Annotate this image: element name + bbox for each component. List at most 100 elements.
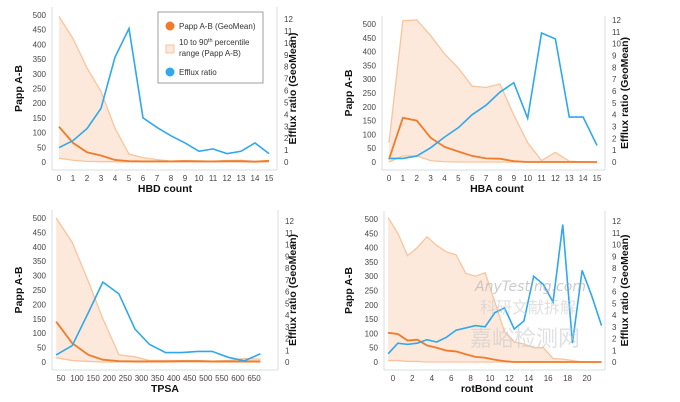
x-tick-label: 8 xyxy=(468,374,473,383)
x-tick-label: 4 xyxy=(442,174,447,183)
y2-tick-label: 0 xyxy=(612,158,617,167)
y-axis-title: Papp A-B xyxy=(13,266,25,313)
watermark-line1: 嘉峪检测网 xyxy=(470,327,580,352)
x-tick-label: 12 xyxy=(223,174,232,183)
x-tick-label: 7 xyxy=(484,174,489,183)
panel-4: 0501001502002503003504004505000123456789… xyxy=(343,211,631,395)
y-tick-label: 200 xyxy=(363,103,377,112)
x-tick-label: 14 xyxy=(579,174,588,183)
x-tick-label: 11 xyxy=(209,174,218,183)
x-tick-label: 350 xyxy=(151,374,165,383)
x-tick-label: 3 xyxy=(99,174,104,183)
y2-tick-label: 4 xyxy=(284,110,289,119)
y-tick-label: 100 xyxy=(363,130,377,139)
x-tick-label: 550 xyxy=(215,374,229,383)
x-tick-label: 4 xyxy=(430,374,435,383)
y2-tick-label: 8 xyxy=(285,264,290,273)
x-tick-label: 9 xyxy=(512,174,517,183)
y-tick-label: 50 xyxy=(37,143,46,152)
watermark-line3: AnyTesting.com xyxy=(474,279,586,295)
x-tick-label: 4 xyxy=(113,174,118,183)
y2-tick-label: 7 xyxy=(285,276,290,285)
x-tick-label: 8 xyxy=(169,174,174,183)
percentile-range-band xyxy=(59,16,269,162)
x-tick-label: 10 xyxy=(486,374,495,383)
x-tick-label: 15 xyxy=(265,174,274,183)
legend-geomean-label: Papp A-B (GeoMean) xyxy=(179,22,256,31)
x-tick-label: 8 xyxy=(498,174,503,183)
x-tick-label: 400 xyxy=(167,374,181,383)
y2-tick-label: 4 xyxy=(612,311,617,320)
y2-tick-label: 3 xyxy=(612,123,617,132)
x-tick-label: 13 xyxy=(565,174,574,183)
x-tick-label: 12 xyxy=(551,174,560,183)
legend-box xyxy=(157,11,264,84)
y-tick-label: 100 xyxy=(33,129,47,138)
y-tick-label: 300 xyxy=(33,70,47,79)
x-tick-label: 2 xyxy=(410,374,415,383)
y-tick-label: 450 xyxy=(33,26,47,35)
y-tick-label: 500 xyxy=(363,20,377,29)
x-tick-label: 5 xyxy=(456,174,461,183)
legend-range-marker xyxy=(165,44,175,54)
y2-tick-label: 5 xyxy=(284,98,289,107)
panel-2: 0501001502002503003504004505000123456789… xyxy=(343,16,631,195)
y-tick-label: 300 xyxy=(33,272,47,281)
y2-tick-label: 2 xyxy=(612,134,617,143)
y2-tick-label: 3 xyxy=(285,323,290,332)
y-tick-label: 150 xyxy=(33,315,47,324)
percentile-90-line xyxy=(387,217,602,363)
y2-tick-label: 0 xyxy=(612,358,617,367)
geomean-line xyxy=(388,116,597,163)
x-tick-label: 10 xyxy=(523,174,532,183)
efflux-ratio-line xyxy=(58,25,270,155)
x-tick-label: 1 xyxy=(71,174,76,183)
x-tick-label: 5 xyxy=(127,174,132,183)
y2-axis-title: Efflux ratio (GeoMean) xyxy=(619,234,631,346)
y-tick-label: 50 xyxy=(367,144,376,153)
y2-tick-label: 9 xyxy=(284,51,289,60)
y2-tick-label: 4 xyxy=(285,311,290,320)
y-tick-label: 400 xyxy=(365,244,379,253)
y-axis-title: Papp A-B xyxy=(343,267,355,314)
y-tick-label: 250 xyxy=(365,287,379,296)
y-tick-label: 100 xyxy=(33,329,47,338)
legend-range-label-line2: range (Papp A-B) xyxy=(179,49,241,58)
y2-tick-label: 12 xyxy=(285,217,294,226)
legend-efflux-label: Efflux ratio xyxy=(179,68,217,77)
geomean-line xyxy=(55,321,261,363)
x-axis-title: HBA count xyxy=(470,183,524,195)
y2-tick-label: 8 xyxy=(612,63,617,72)
x-tick-label: 9 xyxy=(183,174,188,183)
y-tick-label: 0 xyxy=(42,358,47,367)
y-tick-label: 0 xyxy=(374,358,379,367)
y-tick-label: 100 xyxy=(365,329,379,338)
y2-tick-label: 0 xyxy=(284,158,289,167)
y2-tick-label: 11 xyxy=(612,229,621,238)
x-tick-label: 250 xyxy=(119,374,133,383)
legend-efflux-marker xyxy=(165,67,175,77)
y-tick-label: 350 xyxy=(363,61,377,70)
percentile-90-line xyxy=(388,19,597,163)
x-axis-title: TPSA xyxy=(151,383,179,395)
y-tick-label: 450 xyxy=(365,229,379,238)
x-tick-label: 150 xyxy=(86,374,100,383)
x-tick-label: 6 xyxy=(449,374,454,383)
x-tick-label: 13 xyxy=(237,174,246,183)
x-tick-label: 200 xyxy=(103,374,117,383)
y2-tick-label: 2 xyxy=(285,335,290,344)
x-tick-label: 0 xyxy=(391,374,396,383)
y2-tick-label: 3 xyxy=(612,323,617,332)
y2-tick-label: 9 xyxy=(612,52,617,61)
y2-tick-label: 2 xyxy=(284,134,289,143)
y2-tick-label: 4 xyxy=(612,111,617,120)
y2-tick-label: 6 xyxy=(285,288,290,297)
x-tick-label: 14 xyxy=(251,174,260,183)
y-tick-label: 400 xyxy=(33,243,47,252)
y2-tick-label: 5 xyxy=(612,299,617,308)
y-tick-label: 0 xyxy=(42,158,47,167)
x-tick-label: 650 xyxy=(247,374,261,383)
y-tick-label: 50 xyxy=(369,344,378,353)
y2-tick-label: 10 xyxy=(612,241,621,250)
x-tick-label: 20 xyxy=(583,374,592,383)
